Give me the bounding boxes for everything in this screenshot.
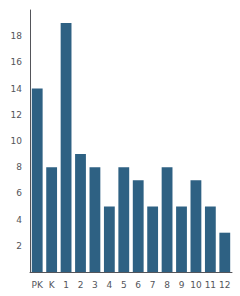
- svg-text:12: 12: [11, 110, 22, 120]
- svg-text:18: 18: [11, 31, 23, 41]
- svg-text:8: 8: [164, 280, 170, 290]
- svg-text:4: 4: [16, 215, 22, 225]
- svg-text:14: 14: [11, 84, 23, 94]
- svg-text:9: 9: [179, 280, 185, 290]
- svg-text:12: 12: [219, 280, 230, 290]
- svg-text:2: 2: [78, 280, 84, 290]
- svg-text:3: 3: [92, 280, 98, 290]
- svg-text:K: K: [49, 280, 56, 290]
- svg-text:10: 10: [190, 280, 202, 290]
- svg-text:10: 10: [11, 136, 23, 146]
- svg-text:16: 16: [11, 57, 23, 67]
- svg-text:2: 2: [16, 241, 22, 251]
- svg-text:7: 7: [150, 280, 156, 290]
- svg-text:6: 6: [135, 280, 141, 290]
- svg-text:5: 5: [121, 280, 127, 290]
- svg-text:4: 4: [106, 280, 112, 290]
- svg-text:6: 6: [16, 188, 22, 198]
- svg-text:8: 8: [16, 162, 22, 172]
- svg-text:PK: PK: [32, 280, 44, 290]
- svg-text:11: 11: [205, 280, 216, 290]
- svg-text:1: 1: [63, 280, 69, 290]
